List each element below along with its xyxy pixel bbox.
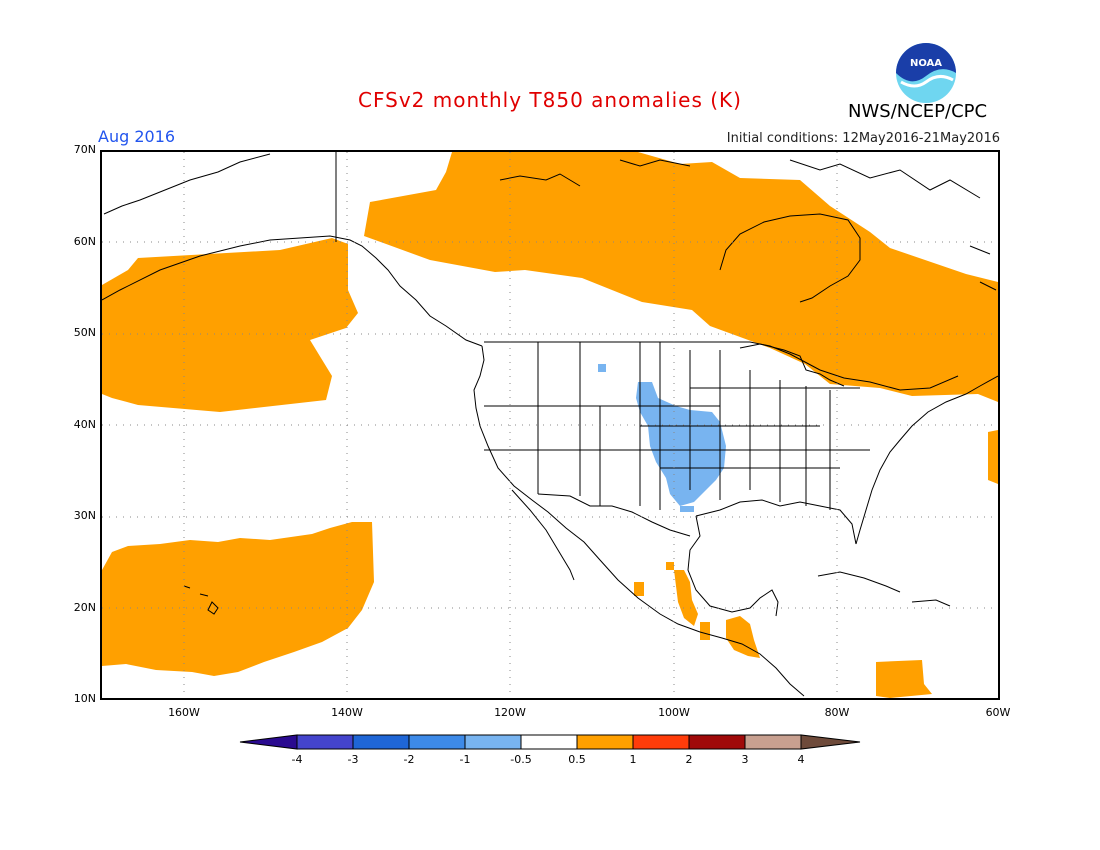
colorbar-tick-label: -4 — [291, 753, 303, 766]
lat-label-70n: 70N — [73, 143, 96, 156]
noaa-logo: NOAA — [896, 43, 956, 103]
colorbar-segment — [408, 734, 466, 750]
svg-text:NOAA: NOAA — [910, 58, 942, 69]
lon-label-100w: 100W — [658, 706, 690, 719]
anomaly-map — [100, 150, 1000, 700]
lat-label-60n: 60N — [73, 235, 96, 248]
forecast-month: Aug 2016 — [98, 127, 176, 146]
lat-label-30n: 30N — [73, 509, 96, 522]
colorbar-segment — [688, 734, 746, 750]
lat-label-20n: 20N — [73, 601, 96, 614]
colorbar-tick-label: 2 — [685, 753, 693, 766]
colorbar-segment — [744, 734, 802, 750]
warm-anomaly-regions — [102, 152, 998, 698]
colorbar-tick-label: -2 — [403, 753, 415, 766]
colorbar-tick-label: 1 — [629, 753, 637, 766]
lon-label-140w: 140W — [331, 706, 363, 719]
colorbar-tick-label: 3 — [741, 753, 749, 766]
political-borders — [335, 152, 959, 537]
colorbar-segment — [296, 734, 354, 750]
lon-label-60w: 60W — [985, 706, 1011, 719]
colorbar-tick-label: -1 — [459, 753, 471, 766]
lat-label-10n: 10N — [73, 692, 96, 705]
graticule — [102, 152, 998, 698]
colorbar-tick-label: 0.5 — [568, 753, 586, 766]
lon-label-160w: 160W — [168, 706, 200, 719]
map-canvas — [101, 152, 999, 698]
colorbar-segment — [352, 734, 410, 750]
map-title: CFSv2 monthly T850 anomalies (K) — [358, 88, 742, 112]
organization-label: NWS/NCEP/CPC — [848, 101, 988, 122]
colorbar-segment — [464, 734, 522, 750]
colorbar-segment — [576, 734, 634, 750]
cool-anomaly-regions — [598, 364, 726, 512]
colorbar-segment — [632, 734, 690, 750]
colorbar-arrow-right — [800, 734, 861, 750]
colorbar-tick-label: -0.5 — [510, 753, 532, 766]
lat-label-50n: 50N — [73, 326, 96, 339]
initial-conditions: Initial conditions: 12May2016-21May2016 — [726, 131, 1000, 146]
lat-label-40n: 40N — [73, 418, 96, 431]
coastlines — [101, 153, 999, 697]
colorbar-arrow-left — [239, 734, 298, 750]
colorbar-segment — [520, 734, 578, 750]
colorbar-tick-label: -3 — [347, 753, 359, 766]
lon-label-80w: 80W — [824, 706, 850, 719]
colorbar-tick-label: 4 — [797, 753, 805, 766]
lon-label-120w: 120W — [494, 706, 526, 719]
